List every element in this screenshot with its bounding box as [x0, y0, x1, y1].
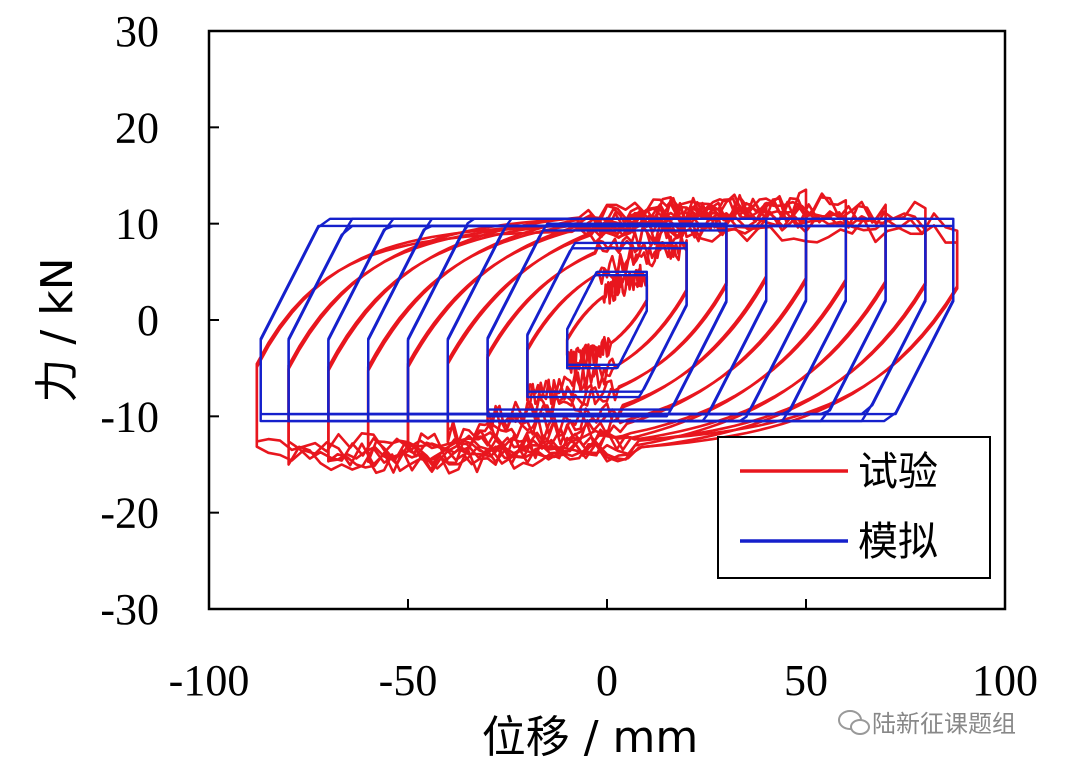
legend-box — [717, 436, 991, 579]
simulation-loop — [259, 224, 955, 416]
watermark-text: 陆新征课题组 — [872, 710, 1016, 738]
x-axis-title: 位移 / mm — [482, 712, 699, 763]
x-tick-label: 0 — [596, 656, 618, 705]
y-tick-label: -20 — [100, 489, 159, 538]
x-tick-label: 50 — [784, 656, 828, 705]
wechat-icon — [838, 710, 870, 735]
series-layer — [255, 188, 959, 475]
y-tick-label: 20 — [115, 103, 159, 152]
y-tick-label: -30 — [100, 585, 159, 634]
y-tick-label: 0 — [137, 296, 159, 345]
simulation-loop — [486, 229, 728, 411]
watermark: 陆新征课题组 — [838, 710, 1016, 738]
x-tick-label: 100 — [972, 656, 1038, 705]
experiment-loop — [255, 217, 959, 455]
simulation-loop — [526, 247, 688, 393]
simulation-loop — [566, 274, 648, 366]
y-tick-label: 10 — [115, 200, 159, 249]
legend: 试验 模拟 — [717, 436, 991, 579]
y-tick-label: -10 — [100, 392, 159, 441]
x-tick-label: -100 — [169, 656, 250, 705]
y-axis-title: 力 / kN — [32, 257, 83, 402]
x-tick-label: -50 — [379, 656, 438, 705]
y-tick-label: 30 — [115, 7, 159, 56]
legend-label-experiment: 试验 — [858, 449, 938, 495]
legend-label-simulation: 模拟 — [858, 519, 938, 565]
